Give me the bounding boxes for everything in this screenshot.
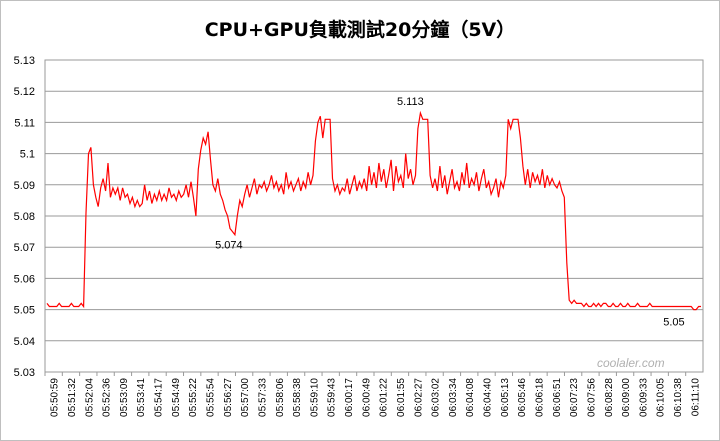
- y-tick-label: 5.06: [14, 273, 35, 285]
- x-tick-label: 06:08:28: [604, 378, 615, 417]
- y-tick-label: 5.12: [14, 86, 35, 98]
- x-tick-label: 06:00:17: [344, 378, 355, 417]
- annotations: 5.113 5.074 5.05: [215, 96, 684, 329]
- data-label: 5.074: [215, 240, 243, 252]
- x-tick-label: 06:00:49: [361, 378, 372, 417]
- x-tick-label: 05:50:59: [50, 378, 61, 417]
- y-tick-label: 5.08: [14, 211, 35, 223]
- x-tick-label: 05:58:38: [292, 378, 303, 417]
- x-tick-label: 05:53:09: [119, 378, 130, 417]
- x-tick-label: 05:51:32: [67, 378, 78, 417]
- x-tick-label: 06:06:18: [535, 378, 546, 417]
- x-tick-label: 06:03:02: [431, 378, 442, 417]
- y-tick-label: 5.05: [14, 305, 35, 317]
- y-tick-label: 5.03: [14, 367, 35, 379]
- data-label: 5.05: [663, 317, 684, 329]
- x-tick-label: 05:59:43: [327, 378, 338, 417]
- y-tick-label: 5.13: [14, 55, 35, 67]
- x-tick-label: 06:02:27: [413, 378, 424, 417]
- x-tick-label: 06:07:56: [586, 378, 597, 417]
- x-tick-label: 06:10:05: [656, 378, 667, 417]
- x-tick-label: 06:10:38: [673, 378, 684, 417]
- x-tick-label: 05:54:17: [154, 378, 165, 417]
- x-axis-ticks: 05:50:59 05:51:32 05:52:04 05:52:36 05:53:09…: [44, 372, 701, 417]
- x-tick-label: 06:09:33: [638, 378, 649, 417]
- watermark: coolaler.com: [597, 356, 665, 370]
- x-tick-label: 05:57:00: [240, 378, 251, 417]
- x-tick-label: 05:56:27: [223, 378, 234, 417]
- y-tick-label: 5.1: [20, 149, 35, 161]
- grid-lines: [44, 59, 704, 373]
- x-tick-label: 05:58:06: [275, 378, 286, 417]
- x-tick-label: 06:09:00: [621, 378, 632, 417]
- y-tick-label: 5.09: [14, 180, 35, 192]
- x-tick-label: 05:55:22: [188, 378, 199, 417]
- y-tick-label: 5.11: [14, 117, 35, 129]
- x-tick-label: 06:11:10: [690, 378, 701, 417]
- series-group: [46, 110, 701, 311]
- x-tick-label: 06:06:51: [552, 378, 563, 417]
- y-axis-ticks: 5.13 5.12 5.11 5.1 5.09 5.08 5.07 5.06 5.05 5.04 5…: [14, 55, 35, 379]
- x-tick-label: 05:53:41: [136, 378, 147, 417]
- x-tick-label: 06:01:22: [379, 378, 390, 417]
- y-tick-label: 5.07: [14, 242, 35, 254]
- voltage-series-line: [46, 110, 701, 311]
- x-tick-label: 06:07:23: [569, 378, 580, 417]
- x-tick-label: 05:52:36: [102, 378, 113, 417]
- x-tick-label: 05:52:04: [84, 378, 95, 417]
- chart-title: CPU+GPU負載測試20分鐘（5V）: [204, 19, 516, 41]
- x-tick-label: 06:03:34: [448, 378, 459, 417]
- x-tick-label: 06:04:08: [465, 378, 476, 417]
- x-tick-label: 06:05:13: [500, 378, 511, 417]
- x-tick-label: 06:05:46: [517, 378, 528, 417]
- x-tick-label: 06:04:40: [483, 378, 494, 417]
- x-tick-label: 05:54:49: [171, 378, 182, 417]
- x-tick-label: 06:01:55: [396, 378, 407, 417]
- x-tick-label: 05:57:33: [257, 378, 268, 417]
- y-tick-label: 5.04: [14, 336, 35, 348]
- x-tick-label: 05:59:10: [309, 378, 320, 417]
- watermark-text: coolaler.com: [597, 356, 665, 370]
- x-tick-label: 05:55:54: [206, 378, 217, 417]
- data-label: 5.113: [397, 96, 424, 108]
